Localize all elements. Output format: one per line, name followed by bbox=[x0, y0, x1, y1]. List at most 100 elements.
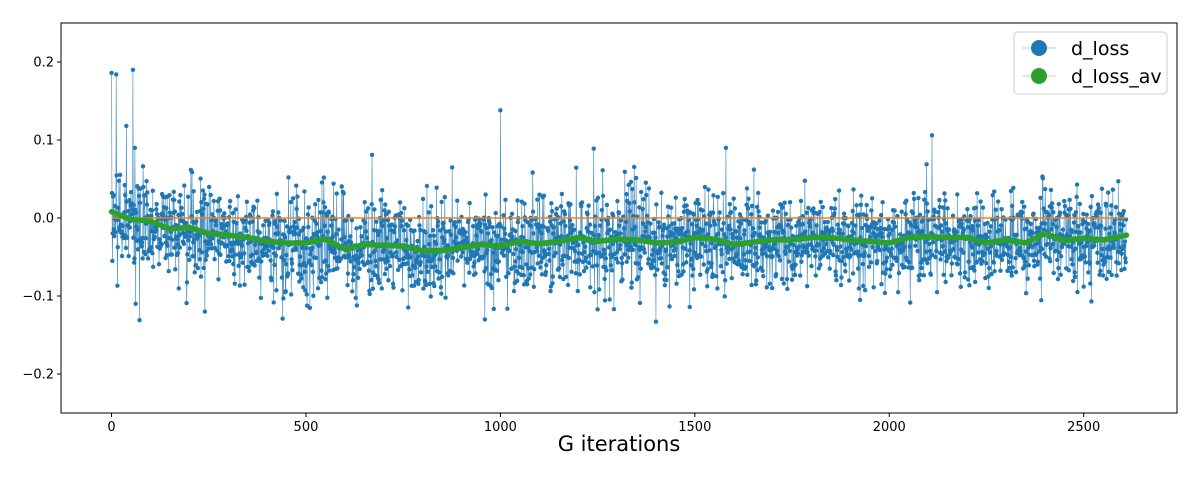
d-loss-point bbox=[590, 264, 595, 269]
d-loss-point bbox=[908, 223, 914, 228]
d-loss-point bbox=[745, 272, 750, 277]
d-loss-point bbox=[1123, 256, 1128, 261]
d-loss-point bbox=[364, 235, 370, 240]
d-loss-point bbox=[743, 264, 748, 270]
d-loss-point bbox=[691, 212, 696, 217]
d-loss-point bbox=[608, 263, 614, 268]
d-loss-point bbox=[297, 279, 302, 284]
d-loss-point bbox=[672, 221, 677, 226]
d-loss-point bbox=[820, 204, 825, 210]
d-loss-point bbox=[663, 272, 668, 277]
y-tick-label: −0.1 bbox=[22, 290, 54, 305]
d-loss-point bbox=[392, 229, 397, 235]
d-loss-point bbox=[631, 164, 637, 170]
d-loss-point bbox=[586, 260, 592, 266]
d-loss-point bbox=[822, 219, 827, 225]
d-loss-point bbox=[621, 226, 627, 231]
d-loss-point bbox=[897, 232, 903, 237]
d-loss-point bbox=[595, 307, 600, 312]
d-loss-point bbox=[175, 242, 180, 247]
d-loss-point bbox=[351, 264, 357, 270]
d-loss-point bbox=[244, 228, 249, 234]
d-loss-point bbox=[239, 243, 245, 248]
d-loss-point bbox=[189, 170, 195, 175]
d-loss-point bbox=[826, 255, 831, 260]
d-loss-point bbox=[418, 259, 423, 265]
d-loss-point bbox=[379, 220, 384, 225]
d-loss-point bbox=[1069, 229, 1075, 234]
d-loss-point bbox=[1121, 208, 1126, 214]
d-loss-point bbox=[128, 190, 134, 195]
d-loss-point bbox=[869, 196, 875, 201]
d-loss-point bbox=[514, 278, 520, 283]
d-loss-point bbox=[344, 218, 349, 223]
d-loss-point bbox=[1025, 276, 1030, 281]
d-loss-point bbox=[546, 228, 551, 234]
d-loss-point bbox=[804, 210, 810, 215]
d-loss-point bbox=[367, 253, 373, 258]
d-loss-point bbox=[958, 284, 963, 290]
d-loss-point bbox=[1107, 225, 1113, 230]
d-loss-point bbox=[1009, 203, 1015, 209]
d-loss-point bbox=[970, 223, 975, 229]
d-loss-point bbox=[384, 235, 390, 241]
d-loss-point bbox=[976, 250, 981, 255]
d-loss-point bbox=[561, 219, 566, 224]
d-loss-point bbox=[711, 193, 716, 198]
d-loss-point bbox=[204, 253, 210, 258]
d-loss-point bbox=[509, 211, 515, 216]
d-loss-point bbox=[767, 281, 773, 287]
d-loss-point bbox=[987, 250, 993, 255]
d-loss-point bbox=[554, 206, 559, 211]
d-loss-point bbox=[550, 274, 556, 279]
d-loss-point bbox=[970, 228, 976, 233]
d-loss-point bbox=[323, 258, 329, 263]
d-loss-point bbox=[575, 288, 580, 294]
d-loss-point bbox=[998, 223, 1004, 228]
d-loss-point bbox=[1055, 257, 1060, 263]
d-loss-point bbox=[903, 211, 908, 217]
d-loss-point bbox=[728, 227, 733, 232]
d-loss-point bbox=[1028, 221, 1033, 227]
d-loss-point bbox=[736, 258, 741, 263]
y-tick-label: −0.2 bbox=[22, 368, 54, 383]
d-loss-point bbox=[989, 271, 994, 277]
d-loss-point bbox=[1083, 243, 1089, 249]
d-loss-point bbox=[1011, 185, 1016, 191]
d-loss-point bbox=[924, 162, 929, 167]
d-loss-point bbox=[418, 270, 424, 275]
d-loss-point bbox=[415, 238, 420, 244]
d-loss-point bbox=[724, 261, 729, 266]
d-loss-point bbox=[145, 256, 151, 261]
d-loss-point bbox=[851, 230, 857, 236]
d-loss-point bbox=[1111, 245, 1117, 250]
d-loss-point bbox=[382, 271, 388, 277]
d-loss-point bbox=[553, 250, 558, 256]
d-loss-point bbox=[381, 247, 386, 253]
d-loss-point bbox=[986, 285, 991, 291]
d-loss-point bbox=[624, 191, 629, 197]
d-loss-point bbox=[452, 220, 458, 225]
d-loss-point bbox=[866, 253, 871, 259]
d-loss-point bbox=[934, 290, 940, 295]
d-loss-point bbox=[933, 255, 938, 260]
d-loss-point bbox=[873, 248, 878, 254]
d-loss-point bbox=[215, 248, 220, 253]
d-loss-point bbox=[127, 197, 132, 203]
d-loss-point bbox=[351, 271, 356, 277]
x-tick-label: 2500 bbox=[1067, 420, 1100, 435]
d-loss-point bbox=[889, 227, 895, 232]
d-loss-point bbox=[369, 277, 374, 283]
d-loss-point bbox=[824, 241, 829, 247]
d-loss-point bbox=[378, 257, 383, 262]
d-loss-point bbox=[266, 248, 271, 253]
d-loss-point bbox=[162, 233, 167, 239]
d-loss-point bbox=[356, 260, 361, 266]
d-loss-point bbox=[380, 223, 385, 229]
d-loss-point bbox=[393, 250, 399, 255]
d-loss-point bbox=[749, 212, 754, 217]
d-loss-point bbox=[149, 228, 154, 234]
d-loss-point bbox=[191, 254, 197, 259]
y-tick-label: 0.1 bbox=[33, 134, 54, 149]
d-loss-point bbox=[835, 222, 841, 227]
